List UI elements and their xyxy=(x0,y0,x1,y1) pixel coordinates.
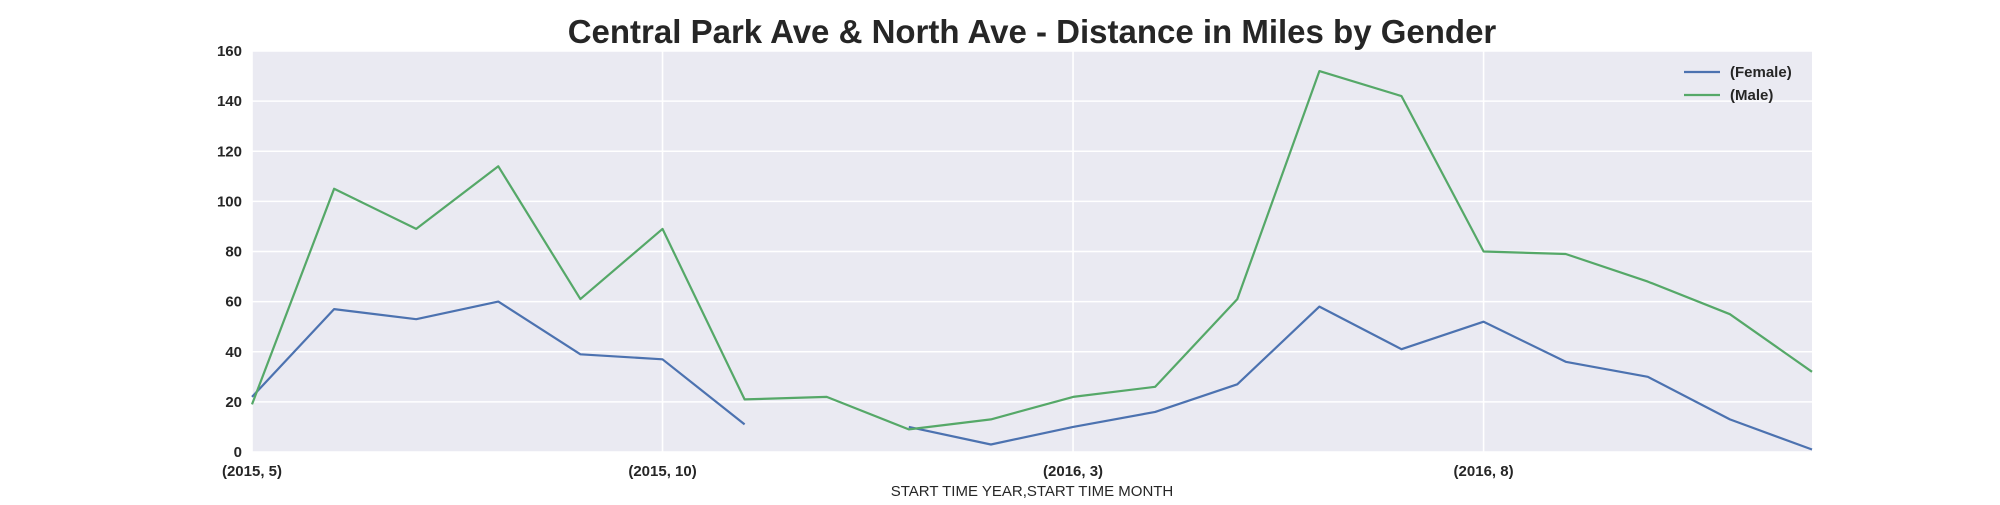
y-tick-labels: 0 20 40 60 80 100 120 140 160 xyxy=(217,43,242,461)
x-tick-label: (2016, 8) xyxy=(1454,463,1514,480)
series-line-male xyxy=(250,70,1813,431)
series-line-female xyxy=(908,305,1813,451)
y-tick-label: 100 xyxy=(217,193,242,210)
x-tick-labels: (2015, 5) (2015, 10) (2016, 3) (2016, 8) xyxy=(222,463,1514,480)
x-tick-label: (2016, 3) xyxy=(1043,463,1103,480)
y-tick-label: 0 xyxy=(234,444,242,461)
legend: (Female) (Male) xyxy=(1684,64,1792,104)
x-tick-label: (2015, 5) xyxy=(222,463,282,480)
y-tick-label: 160 xyxy=(217,43,242,60)
y-tick-label: 120 xyxy=(217,143,242,160)
grid-lines xyxy=(251,50,1812,453)
legend-label: (Male) xyxy=(1730,87,1773,104)
y-tick-label: 140 xyxy=(217,93,242,110)
series-lines xyxy=(250,70,1813,451)
y-tick-label: 40 xyxy=(225,344,242,361)
y-tick-label: 60 xyxy=(225,294,242,311)
y-tick-label: 80 xyxy=(225,244,242,261)
y-tick-label: 20 xyxy=(225,394,242,411)
x-tick-label: (2015, 10) xyxy=(628,463,696,480)
chart-title: Central Park Ave & North Ave - Distance … xyxy=(568,13,1497,50)
series-line-female xyxy=(251,300,746,426)
x-axis-label: START TIME YEAR,START TIME MONTH xyxy=(891,483,1174,500)
legend-label: (Female) xyxy=(1730,64,1792,81)
